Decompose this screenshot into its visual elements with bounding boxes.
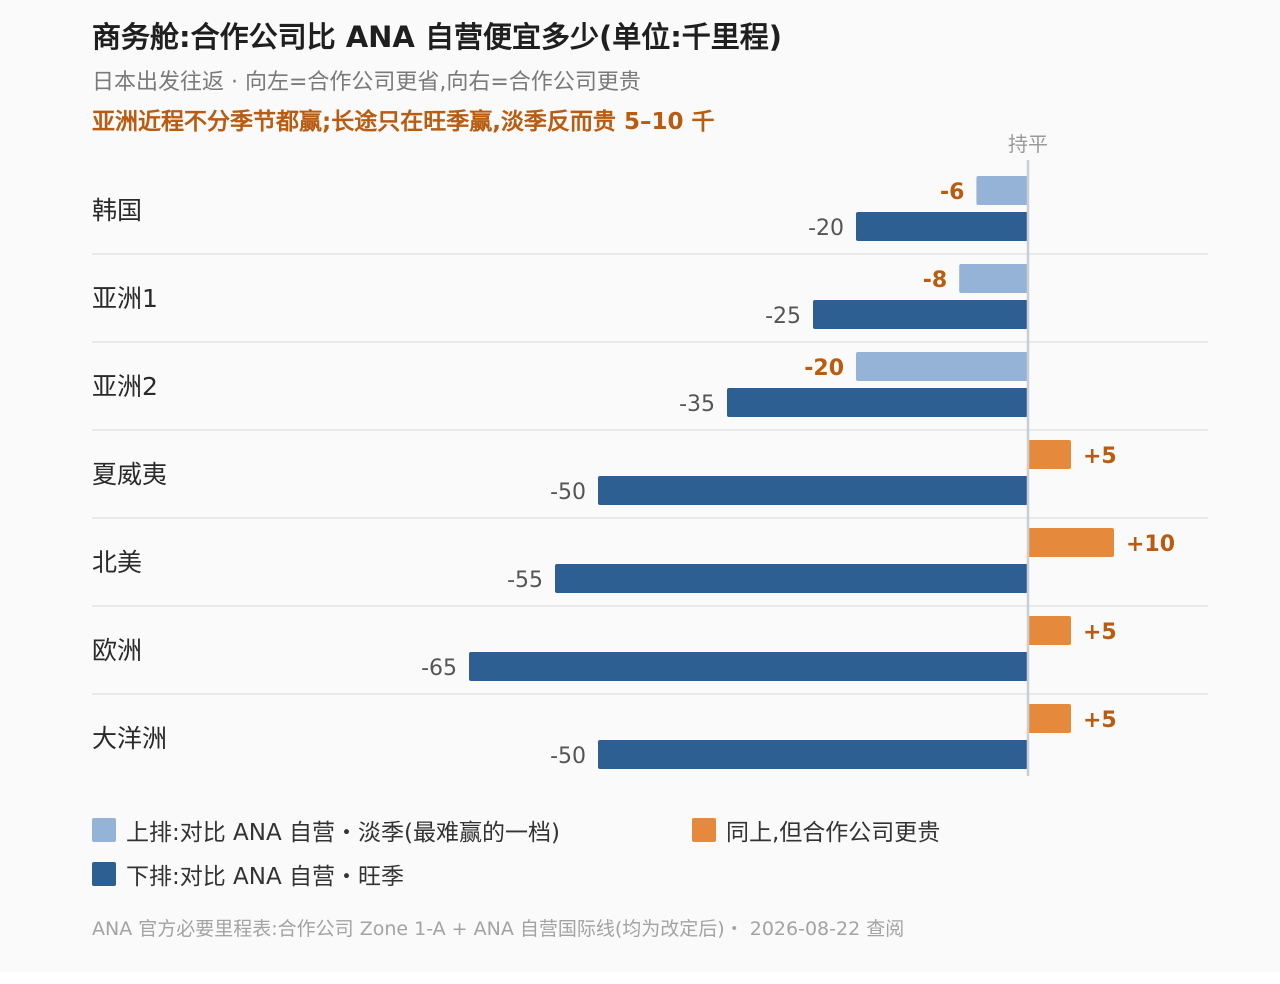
bar-peak bbox=[598, 740, 1028, 769]
data-label-peak: -50 bbox=[550, 744, 586, 769]
zero-line-label: 持平 bbox=[1008, 132, 1048, 156]
data-label-offpeak: +5 bbox=[1083, 444, 1117, 469]
category-label: 亚洲1 bbox=[92, 284, 158, 313]
data-label-offpeak: -20 bbox=[804, 356, 844, 381]
legend-label-more-expensive: 同上,但合作公司更贵 bbox=[726, 820, 941, 846]
data-label-offpeak: +10 bbox=[1126, 532, 1175, 557]
bar-offpeak bbox=[856, 352, 1028, 381]
legend-item-peak: 下排:对比 ANA 自营・旺季 bbox=[92, 857, 404, 891]
category-label: 大洋洲 bbox=[92, 724, 167, 753]
data-label-offpeak: -6 bbox=[940, 180, 964, 205]
bar-peak bbox=[555, 564, 1028, 593]
category-label: 北美 bbox=[92, 548, 142, 577]
data-label-peak: -35 bbox=[679, 392, 715, 417]
bar-offpeak bbox=[976, 176, 1028, 205]
legend-label-peak: 下排:对比 ANA 自营・旺季 bbox=[126, 864, 405, 890]
bar-peak bbox=[469, 652, 1028, 681]
data-label-peak: -55 bbox=[507, 568, 543, 593]
data-label-peak: -25 bbox=[765, 304, 801, 329]
bar-offpeak bbox=[959, 264, 1028, 293]
category-label: 夏威夷 bbox=[92, 460, 167, 489]
category-label: 亚洲2 bbox=[92, 372, 158, 401]
bar-peak bbox=[598, 476, 1028, 505]
bar-offpeak bbox=[1028, 616, 1071, 645]
bar-peak bbox=[856, 212, 1028, 241]
data-label-offpeak: +5 bbox=[1083, 620, 1117, 645]
legend-swatch-offpeak bbox=[92, 818, 116, 842]
chart-highlight: 亚洲近程不分季节都赢;长途只在旺季赢,淡季反而贵 5–10 千 bbox=[92, 109, 715, 135]
chart-subtitle: 日本出发往返 · 向左=合作公司更省,向右=合作公司更贵 bbox=[92, 70, 641, 95]
data-label-peak: -50 bbox=[550, 480, 586, 505]
bar-offpeak bbox=[1028, 528, 1114, 557]
data-label-offpeak: +5 bbox=[1083, 708, 1117, 733]
bar-peak bbox=[813, 300, 1028, 329]
legend-item-offpeak: 上排:对比 ANA 自营・淡季(最难赢的一档) bbox=[92, 813, 560, 847]
legend-label-offpeak: 上排:对比 ANA 自营・淡季(最难赢的一档) bbox=[126, 820, 560, 846]
legend-item-more-expensive: 同上,但合作公司更贵 bbox=[692, 813, 940, 847]
category-label: 欧洲 bbox=[92, 636, 142, 665]
data-label-peak: -65 bbox=[421, 656, 457, 681]
data-label-peak: -20 bbox=[808, 216, 844, 241]
bar-offpeak bbox=[1028, 440, 1071, 469]
legend-swatch-peak bbox=[92, 862, 116, 886]
chart-title: 商务舱:合作公司比 ANA 自营便宜多少(单位:千里程) bbox=[92, 20, 783, 54]
bar-offpeak bbox=[1028, 704, 1071, 733]
data-label-offpeak: -8 bbox=[923, 268, 947, 293]
bar-chart: 韩国 -6 -20 亚洲1 -8 -25 亚洲2 -20 -35 夏威夷 +5 -50 北美 +10 -55… bbox=[92, 132, 1208, 776]
category-label: 韩国 bbox=[92, 196, 142, 225]
source-footer: ANA 官方必要里程表:合作公司 Zone 1-A + ANA 自营国际线(均为… bbox=[92, 918, 905, 940]
bar-peak bbox=[727, 388, 1028, 417]
legend-swatch-more-expensive bbox=[692, 818, 716, 842]
